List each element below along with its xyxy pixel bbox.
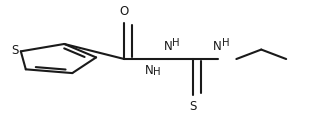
Text: H: H (172, 38, 179, 48)
Text: N: N (145, 64, 154, 77)
Text: N: N (164, 40, 172, 53)
Text: S: S (12, 44, 19, 57)
Text: H: H (222, 38, 229, 48)
Text: H: H (153, 67, 161, 77)
Text: O: O (120, 5, 129, 18)
Text: S: S (189, 101, 197, 113)
Text: N: N (213, 40, 222, 53)
